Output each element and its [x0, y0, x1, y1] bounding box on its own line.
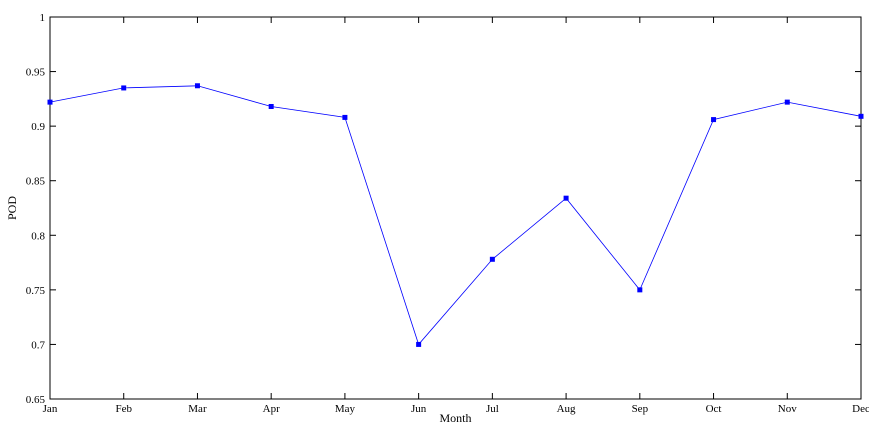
data-point: [194, 83, 200, 89]
y-tick-label: 0.95: [26, 67, 46, 79]
data-point: [784, 99, 790, 105]
x-tick-label: May: [335, 403, 356, 415]
x-tick-label: Nov: [778, 403, 797, 415]
tick-marks: [49, 16, 862, 400]
x-tick-label: Sep: [632, 403, 649, 415]
x-tick-label: Jan: [43, 403, 58, 415]
series-line: [49, 85, 862, 346]
y-tick-label: 0.85: [26, 176, 46, 188]
data-point: [342, 114, 348, 120]
plot-area: [49, 16, 862, 400]
y-tick-label: 0.9: [31, 121, 45, 133]
y-tick-label: 0.7: [31, 339, 45, 351]
data-point: [858, 113, 864, 119]
y-tick-label: 0.75: [26, 285, 46, 297]
data-point: [416, 341, 422, 347]
data-point: [489, 256, 495, 262]
y-tick-label: 0.65: [26, 394, 46, 406]
data-point: [268, 103, 274, 109]
y-tick-labels: 0.65 0.7 0.75 0.8 0.85 0.9 0.95 1: [26, 12, 46, 406]
data-point: [637, 287, 643, 293]
x-tick-labels: Jan Feb Mar Apr May Jun Jul Aug Sep Oct Nov Dec: [43, 403, 869, 415]
x-tick-label: Apr: [263, 403, 280, 415]
data-point: [47, 99, 53, 105]
x-tick-label: Dec: [852, 403, 869, 415]
x-tick-label: Feb: [115, 403, 132, 415]
x-tick-label: Aug: [557, 403, 576, 415]
x-tick-label: Mar: [188, 403, 207, 415]
x-axis-label: Month: [439, 411, 471, 424]
data-point: [711, 117, 717, 123]
series-layer: [47, 83, 864, 347]
y-tick-label: 1: [40, 12, 46, 24]
data-point: [563, 195, 569, 201]
y-tick-label: 0.8: [31, 230, 45, 242]
x-tick-label: Oct: [706, 403, 722, 415]
x-tick-label: Jul: [486, 403, 499, 415]
x-tick-label: Jun: [411, 403, 427, 415]
y-axis-label: POD: [5, 196, 19, 220]
data-point: [121, 85, 127, 91]
